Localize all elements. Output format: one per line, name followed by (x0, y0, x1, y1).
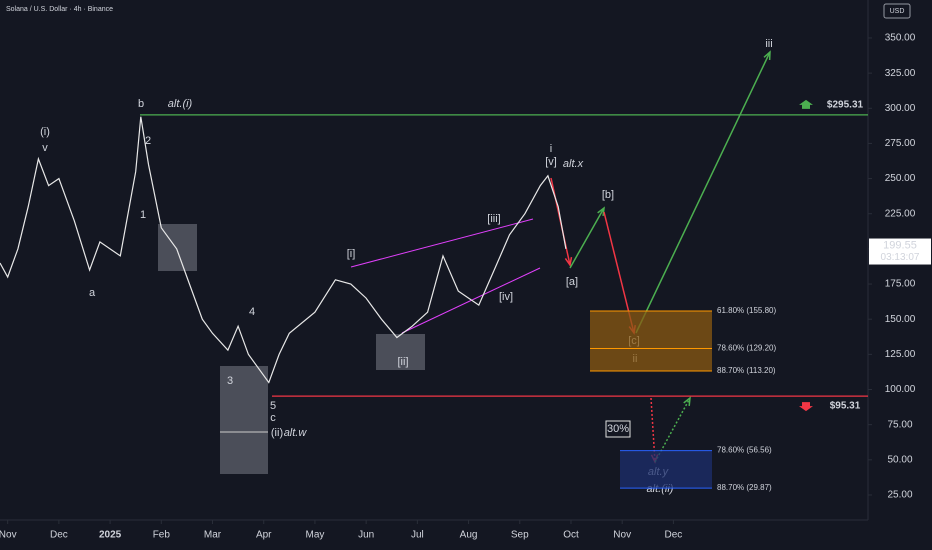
price-tag-value: 199.55 (883, 239, 917, 251)
wave-label: 30% (607, 423, 629, 435)
wave-label: [v] (545, 156, 557, 168)
wave-label: 5 (270, 400, 276, 412)
currency: USD (890, 8, 905, 15)
level-label: $95.31 (830, 401, 861, 412)
wave-label: [i] (347, 248, 356, 260)
fib-label: 78.60% (56.56) (717, 446, 772, 455)
wave-label: [a] (566, 276, 578, 288)
x-tick-label: Feb (153, 530, 171, 541)
projection-arrowhead (597, 206, 605, 217)
y-tick-label: 325.00 (885, 68, 916, 79)
fib-label: 78.60% (129.20) (717, 344, 776, 353)
y-tick-label: 125.00 (885, 349, 916, 360)
projection-arrowhead (683, 396, 691, 407)
wave-label: iii (765, 38, 772, 50)
projection (569, 207, 605, 269)
wave-label: 2 (145, 135, 151, 147)
y-tick-label: 350.00 (885, 33, 916, 44)
y-tick-label: 250.00 (885, 173, 916, 184)
wave-label: [iv] (499, 291, 513, 303)
wave-label: a (89, 287, 96, 299)
y-tick-label: 150.00 (885, 314, 916, 325)
price-tag-countdown: 03:13:07 (881, 252, 920, 263)
wave-label: (ii) (271, 427, 283, 439)
fib-label: 88.70% (113.20) (717, 366, 776, 375)
wave-label: [ii] (398, 356, 409, 368)
x-tick-label: Sep (511, 530, 529, 541)
x-tick-label: Dec (665, 530, 683, 541)
x-tick-label: 2025 (99, 530, 122, 541)
x-tick-label: Nov (0, 530, 17, 541)
level-arrow (799, 402, 813, 412)
trendline (401, 267, 541, 334)
fib-label: 61.80% (155.80) (717, 306, 776, 315)
y-tick-label: 75.00 (887, 419, 912, 430)
x-tick-label: Aug (460, 530, 478, 541)
wave-label: c (270, 412, 276, 424)
wave-label: 3 (227, 375, 233, 387)
fib-zone (590, 311, 712, 371)
x-tick-label: Oct (563, 530, 579, 541)
fib-zone (620, 450, 712, 489)
projection-arrowhead (763, 50, 771, 61)
x-tick-label: Apr (256, 530, 272, 541)
wave-label: (i) (40, 126, 50, 138)
wave-label: i (550, 143, 552, 155)
y-tick-label: 175.00 (885, 279, 916, 290)
wave-label: alt.x (563, 158, 584, 170)
box (220, 366, 268, 474)
wave-label: v (42, 142, 48, 154)
y-tick-label: 100.00 (885, 384, 916, 395)
fib-label: 88.70% (29.87) (717, 483, 772, 492)
badge (605, 420, 631, 438)
y-tick-label: 300.00 (885, 103, 916, 114)
price-tag (869, 238, 931, 265)
y-tick-label: 225.00 (885, 208, 916, 219)
trendline (350, 218, 534, 268)
x-tick-label: Jul (411, 530, 424, 541)
wave-label: alt.(i) (168, 98, 193, 110)
wave-label: [b] (602, 189, 614, 201)
y-tick-label: 25.00 (887, 490, 912, 501)
x-tick-label: Dec (50, 530, 68, 541)
box (376, 334, 425, 370)
x-tick-label: Jun (358, 530, 374, 541)
x-tick-label: Nov (613, 530, 631, 541)
projection-arrowhead (564, 256, 573, 267)
x-tick-label: May (305, 530, 324, 541)
y-tick-label: 275.00 (885, 138, 916, 149)
projection (635, 51, 771, 334)
x-tick-label: Mar (204, 530, 222, 541)
wave-label: 4 (249, 306, 255, 318)
level-arrow (799, 99, 813, 109)
currency-box (883, 3, 911, 19)
wave-label: 1 (140, 209, 146, 221)
wave-label: b (138, 98, 144, 110)
price-line (0, 116, 567, 384)
wave-label: [iii] (487, 213, 500, 225)
y-tick-label: 50.00 (887, 454, 912, 465)
chart-title: Solana / U.S. Dollar · 4h · Binance (6, 6, 113, 13)
level-label: $295.31 (827, 100, 864, 111)
wave-label: alt.w (284, 427, 308, 439)
